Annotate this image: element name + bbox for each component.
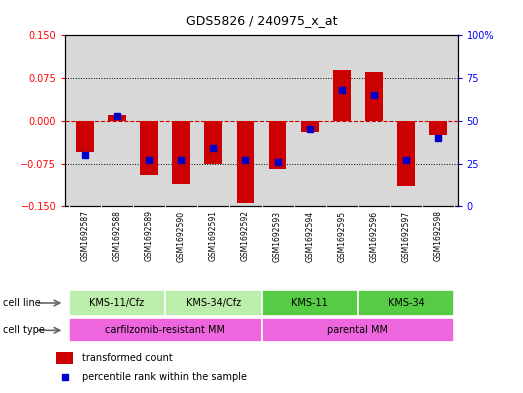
- Text: GSM1692596: GSM1692596: [370, 211, 379, 262]
- Bar: [262, 290, 358, 316]
- Text: KMS-11/Cfz: KMS-11/Cfz: [89, 298, 144, 308]
- Text: GSM1692587: GSM1692587: [80, 211, 89, 261]
- Bar: [165, 290, 262, 316]
- Text: GSM1692594: GSM1692594: [305, 211, 314, 262]
- Bar: [204, 121, 222, 163]
- Text: GSM1692588: GSM1692588: [112, 211, 121, 261]
- Text: cell line: cell line: [3, 298, 40, 308]
- Bar: [140, 121, 158, 175]
- Bar: [76, 121, 94, 152]
- Bar: [236, 121, 254, 204]
- Bar: [269, 121, 287, 169]
- Text: KMS-11: KMS-11: [291, 298, 328, 308]
- Bar: [56, 352, 73, 364]
- Bar: [365, 72, 383, 121]
- Bar: [333, 70, 351, 121]
- Bar: [172, 121, 190, 184]
- Bar: [358, 290, 454, 316]
- Bar: [69, 290, 165, 316]
- Text: carfilzomib-resistant MM: carfilzomib-resistant MM: [105, 325, 225, 335]
- Text: transformed count: transformed count: [82, 353, 173, 363]
- Bar: [262, 318, 454, 342]
- Text: GSM1692590: GSM1692590: [177, 211, 186, 262]
- Text: KMS-34/Cfz: KMS-34/Cfz: [186, 298, 241, 308]
- Bar: [108, 115, 126, 121]
- Text: cell type: cell type: [3, 325, 44, 335]
- Text: percentile rank within the sample: percentile rank within the sample: [82, 372, 246, 382]
- Text: GSM1692591: GSM1692591: [209, 211, 218, 261]
- Text: GDS5826 / 240975_x_at: GDS5826 / 240975_x_at: [186, 14, 337, 27]
- Text: parental MM: parental MM: [327, 325, 389, 335]
- Text: GSM1692593: GSM1692593: [273, 211, 282, 262]
- Text: GSM1692592: GSM1692592: [241, 211, 250, 261]
- Bar: [429, 121, 447, 135]
- Text: GSM1692589: GSM1692589: [144, 211, 153, 261]
- Text: GSM1692598: GSM1692598: [434, 211, 443, 261]
- Bar: [301, 121, 319, 132]
- Text: KMS-34: KMS-34: [388, 298, 425, 308]
- Bar: [397, 121, 415, 186]
- Text: GSM1692597: GSM1692597: [402, 211, 411, 262]
- Bar: [69, 318, 262, 342]
- Text: GSM1692595: GSM1692595: [337, 211, 346, 262]
